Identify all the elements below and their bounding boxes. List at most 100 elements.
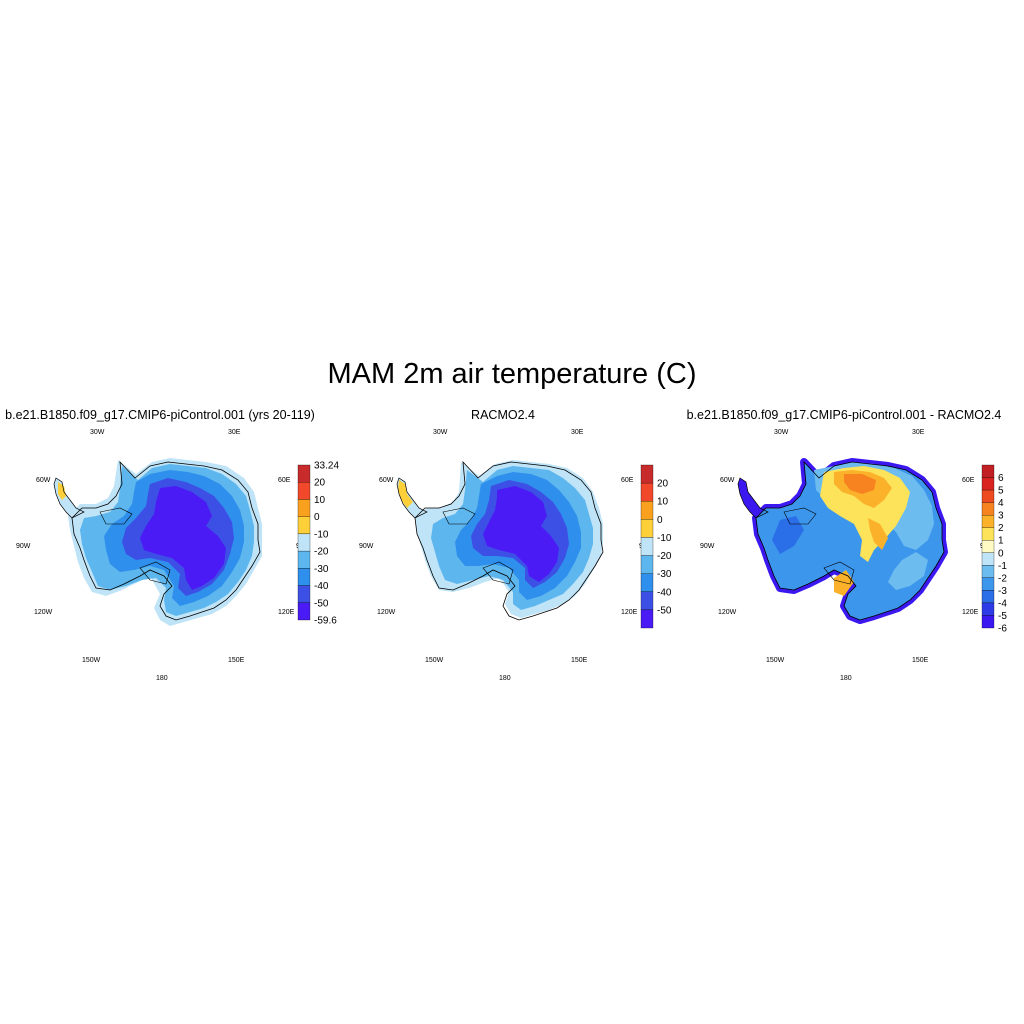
longitude-label: 120E (962, 609, 979, 616)
colorbar-tick-label: -50 (657, 605, 672, 616)
longitude-label: 30E (912, 429, 925, 436)
colorbar-swatch (640, 519, 654, 538)
colorbar: 6 54 32 10 -1-2 -3-4 -5 -6 (981, 464, 1007, 635)
colorbar-swatch (640, 609, 654, 629)
longitude-label: 120E (278, 609, 295, 616)
colorbar-swatch (981, 552, 995, 566)
colorbar: 20 10 0 -10 -20 -30 -40 -50 (640, 464, 672, 629)
colorbar-swatch (640, 573, 654, 592)
colorbar-tick-label: 33.24 (314, 461, 339, 472)
colorbar-swatch (981, 502, 995, 516)
colorbar-swatch (981, 464, 995, 478)
colorbar-swatch (640, 555, 654, 574)
longitude-label: 180 (499, 675, 511, 682)
colorbar-swatch (640, 482, 654, 502)
colorbar-tick-label: 20 (314, 478, 326, 489)
coastline (71, 460, 261, 621)
coastline (53, 477, 85, 519)
colorbar-tick-label: 4 (998, 498, 1004, 509)
longitude-label: 180 (156, 675, 168, 682)
colorbar-tick-label: 5 (998, 486, 1004, 497)
longitude-label: 180 (840, 675, 852, 682)
longitude-label: 120W (34, 609, 53, 616)
ice-shelf-outline (442, 507, 476, 525)
ice-shelf-outline (823, 561, 855, 585)
antarctica-map: 30W30E60W60E90W90E120W120E150W150E18033.… (16, 429, 339, 682)
panel-difference: b.e21.B1850.f09_g17.CMIP6-piControl.001 … (684, 400, 1024, 700)
colorbar-tick-label: -30 (314, 564, 329, 575)
colorbar-swatch (981, 527, 995, 541)
colorbar-tick-label: -40 (657, 587, 672, 598)
colorbar-tick-label: -20 (314, 547, 329, 558)
panel-racmo: RACMO2.4 30W30E60W60E90W90E120W120E150W1… (343, 400, 683, 700)
longitude-label: 60E (962, 477, 975, 484)
colorbar-tick-label: 2 (998, 523, 1004, 534)
ice-shelf-outline (99, 507, 133, 525)
longitude-label: 30W (774, 429, 789, 436)
colorbar-swatch (297, 585, 311, 603)
colorbar-swatch (297, 533, 311, 552)
colorbar-swatch (981, 602, 995, 616)
panel-title: b.e21.B1850.f09_g17.CMIP6-piControl.001 … (686, 408, 1002, 422)
colorbar-tick-label: -59.6 (314, 616, 337, 627)
colorbar-tick-label: 0 (998, 548, 1004, 559)
colorbar-tick-label: -2 (998, 573, 1007, 584)
colorbar-tick-label: 10 (657, 497, 669, 508)
colorbar: 33.24 20 10 0 -10 -20 -30 -40 -50 -59.6 (297, 461, 339, 627)
colorbar-tick-label: 6 (998, 473, 1004, 484)
longitude-label: 30E (571, 429, 584, 436)
ice-shelf-outline (482, 561, 514, 585)
longitude-label: 30W (90, 429, 105, 436)
panel-model: b.e21.B1850.f09_g17.CMIP6-piControl.001 … (0, 400, 340, 700)
longitude-label: 30E (228, 429, 241, 436)
coastline (737, 477, 769, 519)
longitude-label: 120W (377, 609, 396, 616)
colorbar-tick-label: -20 (657, 551, 672, 562)
longitude-label: 90W (359, 543, 374, 550)
panel-title: RACMO2.4 (471, 408, 535, 422)
colorbar-swatch (297, 602, 311, 621)
colorbar-swatch (297, 550, 311, 569)
colorbar-swatch (981, 615, 995, 629)
colorbar-swatch (640, 464, 654, 484)
longitude-label: 60W (36, 477, 51, 484)
panel-title: b.e21.B1850.f09_g17.CMIP6-piControl.001 … (5, 408, 315, 422)
longitude-label: 60E (278, 477, 291, 484)
longitude-label: 60W (720, 477, 735, 484)
antarctica-map: 30W30E60W60E90W90E120W120E150W150E180654… (700, 429, 1007, 682)
colorbar-swatch (297, 516, 311, 535)
colorbar-swatch (640, 591, 654, 611)
colorbar-swatch (297, 568, 311, 586)
longitude-label: 90W (700, 543, 715, 550)
colorbar-tick-label: -4 (998, 598, 1007, 609)
temperature-band (772, 516, 804, 554)
colorbar-swatch (640, 537, 654, 556)
colorbar-swatch (981, 590, 995, 604)
colorbar-tick-label: -1 (998, 561, 1007, 572)
longitude-label: 150E (912, 657, 929, 664)
colorbar-swatch (981, 477, 995, 491)
longitude-label: 150E (571, 657, 588, 664)
temperature-band (868, 518, 888, 550)
colorbar-swatch (297, 499, 311, 517)
longitude-label: 60W (379, 477, 394, 484)
longitude-label: 60E (621, 477, 634, 484)
colorbar-swatch (640, 501, 654, 520)
longitude-label: 150W (425, 657, 444, 664)
colorbar-tick-label: -30 (657, 569, 672, 580)
colorbar-tick-label: 0 (657, 515, 663, 526)
longitude-label: 150W (82, 657, 101, 664)
temperature-band (483, 486, 559, 582)
peninsula-warm-fill (58, 482, 66, 500)
colorbar-tick-label: -40 (314, 581, 329, 592)
colorbar-swatch (981, 565, 995, 578)
colorbar-swatch (981, 515, 995, 528)
longitude-label: 150W (766, 657, 785, 664)
coastline (414, 460, 604, 621)
ice-shelf-outline (783, 507, 817, 525)
temperature-band (834, 570, 854, 596)
temperature-band (888, 552, 928, 590)
temperature-band (140, 486, 226, 590)
map-fill (397, 460, 603, 618)
colorbar-swatch (981, 489, 995, 503)
